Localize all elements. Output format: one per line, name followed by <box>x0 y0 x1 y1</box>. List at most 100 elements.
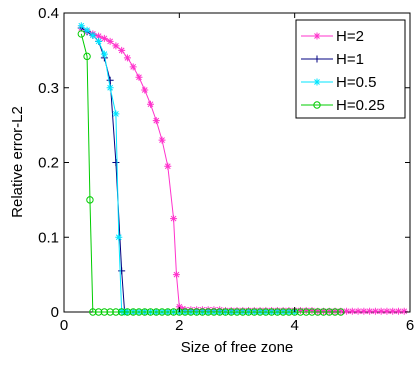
legend-entries: H=2 H=1 H=0.5 H=0.25 <box>301 28 385 114</box>
data-point <box>354 307 362 315</box>
data-point <box>170 215 178 223</box>
data-point <box>178 305 186 313</box>
data-point <box>371 307 379 315</box>
data-point <box>314 308 322 316</box>
data-point <box>296 307 304 315</box>
data-point <box>343 307 351 315</box>
y-axis-label: Relative error-L2 <box>9 106 26 218</box>
data-point <box>296 308 305 316</box>
series-4 <box>77 30 345 316</box>
legend-marker <box>313 32 321 40</box>
data-point <box>221 308 230 316</box>
data-point <box>181 308 189 316</box>
data-point <box>175 303 183 311</box>
data-point <box>152 117 160 125</box>
x-tick-label: 6 <box>406 317 414 334</box>
data-point <box>100 308 109 316</box>
data-point <box>118 46 126 54</box>
data-point <box>348 307 356 315</box>
data-point <box>112 308 120 316</box>
data-point <box>256 308 264 316</box>
data-point <box>158 308 166 316</box>
data-point <box>86 196 94 204</box>
legend-entry: H=0.5 <box>301 74 376 91</box>
data-point <box>77 30 86 38</box>
data-point <box>158 136 166 144</box>
data-point <box>100 50 108 58</box>
data-point <box>308 307 316 315</box>
data-point <box>233 308 241 316</box>
y-tick-label: 0 <box>51 304 59 321</box>
data-point <box>164 162 172 170</box>
data-point <box>100 34 108 42</box>
data-point <box>112 110 120 118</box>
data-point <box>204 308 212 316</box>
legend-label: H=2 <box>336 28 364 45</box>
legend-label: H=0.5 <box>336 74 376 91</box>
legend-entry: H=0.25 <box>301 97 385 114</box>
y-tick-label: 0.2 <box>38 155 59 172</box>
data-point <box>118 307 126 315</box>
data-point <box>216 308 224 316</box>
legend-label: H=0.25 <box>336 97 385 114</box>
data-point <box>314 307 322 315</box>
data-point <box>337 307 345 315</box>
data-point <box>118 267 126 275</box>
data-point <box>400 307 408 315</box>
data-point <box>147 100 154 108</box>
y-tick-label: 0.3 <box>38 80 59 97</box>
data-point <box>83 26 91 34</box>
data-point <box>172 271 180 279</box>
data-point <box>366 307 374 315</box>
data-point <box>106 308 114 316</box>
data-point <box>250 308 259 316</box>
data-point <box>106 37 114 45</box>
data-point <box>325 307 333 315</box>
data-point <box>146 308 155 316</box>
y-tick-label: 0.1 <box>38 229 59 246</box>
data-point <box>383 307 391 315</box>
data-point <box>302 307 310 315</box>
legend-entry: H=1 <box>301 51 364 68</box>
data-point <box>117 308 126 316</box>
data-point <box>83 52 91 61</box>
data-point <box>331 307 339 315</box>
data-point <box>112 42 120 50</box>
data-point <box>164 308 172 316</box>
data-point <box>320 307 327 315</box>
data-point <box>394 307 402 315</box>
data-point <box>129 63 137 71</box>
x-tick-label: 0 <box>60 317 68 334</box>
data-point <box>325 308 333 316</box>
data-point <box>187 308 195 316</box>
legend: H=2 H=1 H=0.5 H=0.25 <box>295 19 406 119</box>
data-point <box>239 308 247 316</box>
data-point <box>227 308 235 316</box>
data-point <box>152 308 160 316</box>
series-layer <box>77 22 408 316</box>
legend-marker <box>313 101 321 109</box>
axis-layer: 0 2 4 6 0 0.1 0.2 0.3 0.4 <box>38 5 414 334</box>
legend-marker <box>313 55 321 63</box>
data-point <box>262 308 270 316</box>
y-tick-label: 0.4 <box>38 5 59 22</box>
data-point <box>192 308 201 316</box>
data-point <box>106 76 114 84</box>
data-point <box>77 22 85 30</box>
data-point <box>89 31 97 39</box>
data-point <box>95 32 103 40</box>
data-point <box>106 84 114 92</box>
data-point <box>389 307 397 315</box>
data-point <box>302 308 310 316</box>
data-point <box>331 308 339 316</box>
legend-label: H=1 <box>336 51 364 68</box>
legend-entry: H=2 <box>301 28 364 45</box>
x-axis-label: Size of free zone <box>181 339 294 356</box>
data-point <box>244 308 253 316</box>
data-point <box>135 73 143 81</box>
data-point <box>141 86 149 94</box>
data-point <box>279 308 287 316</box>
data-point <box>267 308 276 316</box>
